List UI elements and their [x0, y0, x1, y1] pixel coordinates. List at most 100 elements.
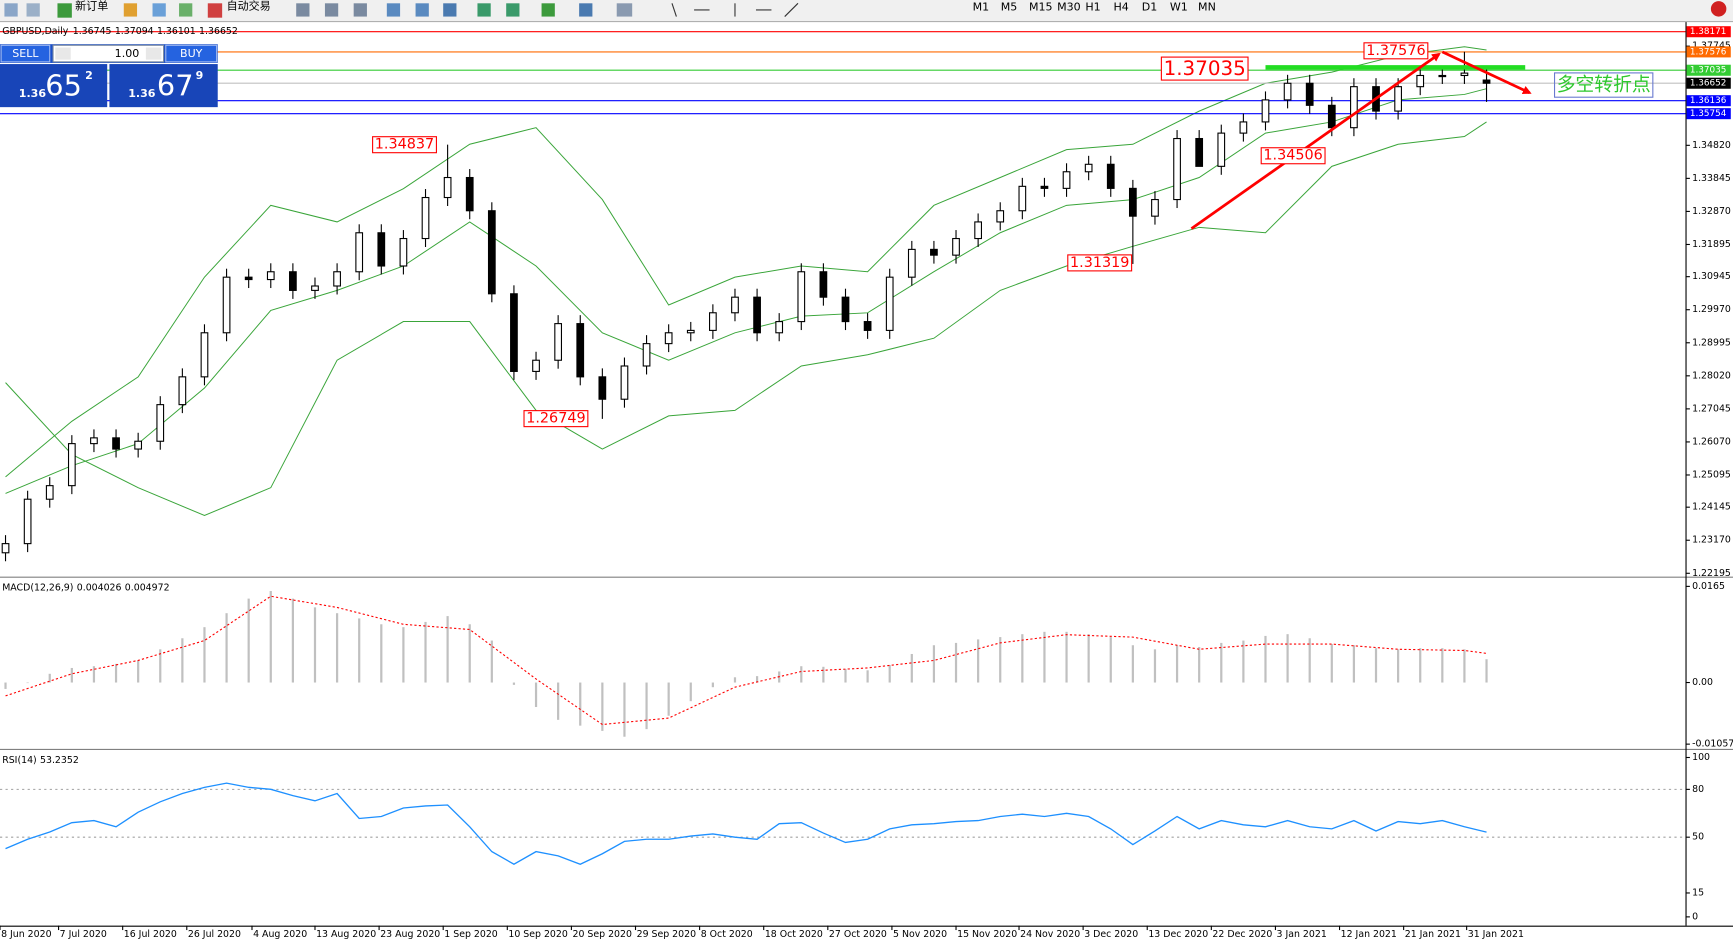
- icon[interactable]: [443, 3, 457, 17]
- sell-label[interactable]: SELL: [12, 47, 39, 60]
- macd-bar: [446, 616, 449, 683]
- new-order-icon[interactable]: [57, 3, 72, 18]
- macd-bar: [225, 613, 228, 683]
- candle-body: [841, 296, 850, 323]
- y-tick-label: 1.34820: [1692, 140, 1731, 151]
- lots-value[interactable]: 1.00: [115, 47, 140, 60]
- icon[interactable]: [353, 3, 367, 17]
- sell-pips: 65: [45, 68, 82, 102]
- buy-pips: 67: [157, 68, 194, 102]
- timeframe-button[interactable]: H4: [1114, 1, 1129, 14]
- macd-bar: [269, 591, 272, 683]
- icon[interactable]: [477, 3, 491, 17]
- macd-bar: [1374, 648, 1378, 683]
- icon[interactable]: [4, 3, 18, 17]
- price-level-tag: [1686, 95, 1731, 107]
- annotation: 1.34837: [375, 137, 434, 153]
- auto-trading-button[interactable]: 自动交易: [227, 0, 271, 13]
- alert-icon[interactable]: [1710, 1, 1727, 17]
- auto-trading-icon[interactable]: [207, 3, 223, 18]
- timeframe-button[interactable]: MN: [1198, 1, 1216, 14]
- macd-bar: [623, 682, 626, 737]
- zoom-in-icon[interactable]: [386, 3, 401, 17]
- timeframe-button[interactable]: H1: [1085, 1, 1100, 14]
- macd-bar: [203, 627, 206, 683]
- icon[interactable]: [152, 3, 166, 17]
- macd-bar: [999, 637, 1002, 683]
- cursor-tool[interactable]: [671, 3, 677, 17]
- annotation: 1.31319: [1070, 255, 1129, 271]
- rsi-line: [5, 782, 1487, 865]
- buy-price-box[interactable]: [109, 64, 218, 108]
- y-tick-label: 0.0165: [1692, 581, 1725, 592]
- price-level-label: 1.37035: [1690, 66, 1727, 76]
- timeframe-button[interactable]: D1: [1142, 1, 1158, 14]
- price-level-tag: [1686, 64, 1731, 76]
- macd-bar: [1286, 634, 1289, 683]
- down-arrow[interactable]: [1441, 50, 1532, 95]
- x-tick-label: 24 Nov 2020: [1020, 929, 1080, 940]
- macd-bar: [247, 598, 250, 683]
- lots-down[interactable]: [55, 47, 71, 60]
- timeframe-button[interactable]: W1: [1170, 1, 1188, 14]
- timeframe-button[interactable]: M15: [1029, 1, 1053, 14]
- y-tick-label: 1.23170: [1692, 535, 1731, 546]
- candle-body: [1128, 187, 1137, 217]
- icon[interactable]: [26, 3, 40, 17]
- icon[interactable]: [123, 3, 138, 17]
- trendline-tool[interactable]: [784, 2, 799, 17]
- price-level-tag: [1686, 26, 1731, 38]
- price-level-tag: [1686, 46, 1731, 58]
- x-tick-label: 8 Oct 2020: [701, 929, 753, 940]
- macd-bar: [601, 682, 604, 731]
- y-tick-label: 1.30945: [1692, 271, 1731, 282]
- sell-button[interactable]: [0, 44, 51, 63]
- x-tick-label: 15 Nov 2020: [957, 929, 1017, 940]
- bollinger-middle: [5, 88, 1487, 494]
- buy-label[interactable]: BUY: [180, 47, 203, 60]
- y-tick-label: 1.32870: [1692, 206, 1731, 217]
- candle-body: [1, 543, 10, 554]
- candle-body: [1173, 137, 1181, 201]
- macd-bar: [1463, 649, 1466, 683]
- zoom-out-icon[interactable]: [415, 3, 429, 17]
- candle-body: [377, 232, 386, 267]
- candle-body: [996, 210, 1005, 223]
- new-order-button[interactable]: 新订单: [75, 0, 108, 13]
- lots-up[interactable]: [145, 47, 162, 60]
- annotation-box: [1363, 42, 1429, 60]
- icon[interactable]: [296, 3, 310, 17]
- timeframe-button[interactable]: M30: [1057, 1, 1081, 14]
- candle-body: [532, 359, 540, 372]
- sell-price-box[interactable]: [0, 64, 108, 108]
- candle-body: [1151, 199, 1159, 217]
- y-tick-label: 100: [1692, 752, 1710, 763]
- chart-area: [0, 22, 1733, 927]
- macd-bar: [424, 621, 427, 683]
- icon[interactable]: [506, 3, 520, 17]
- candle-body: [67, 443, 76, 487]
- templates-icon[interactable]: [616, 3, 633, 17]
- candle-body: [156, 404, 165, 442]
- buy-button[interactable]: [165, 44, 218, 63]
- macd-bar: [1397, 649, 1400, 683]
- y-tick-label: 1.31895: [1692, 239, 1731, 250]
- macd-bar: [1242, 640, 1245, 683]
- icon[interactable]: [179, 3, 193, 17]
- annotation: 1.34506: [1263, 148, 1322, 164]
- timeframe-button[interactable]: M1: [973, 1, 990, 14]
- bollinger-lower: [5, 121, 1487, 517]
- candle-body: [1460, 72, 1469, 77]
- periods-icon[interactable]: [579, 3, 593, 17]
- y-tick-label: 80: [1692, 784, 1704, 795]
- rsi-readout: 53.2352: [40, 754, 79, 765]
- candle-body: [952, 237, 960, 256]
- indicators-icon[interactable]: [541, 3, 555, 17]
- up-arrow[interactable]: [1190, 52, 1441, 230]
- icon[interactable]: [324, 3, 339, 17]
- candle-body: [222, 276, 231, 334]
- y-tick-label: 1.28020: [1692, 370, 1731, 381]
- macd-bar: [70, 667, 73, 683]
- timeframe-button[interactable]: M5: [1001, 1, 1018, 14]
- lots-input[interactable]: [52, 44, 165, 63]
